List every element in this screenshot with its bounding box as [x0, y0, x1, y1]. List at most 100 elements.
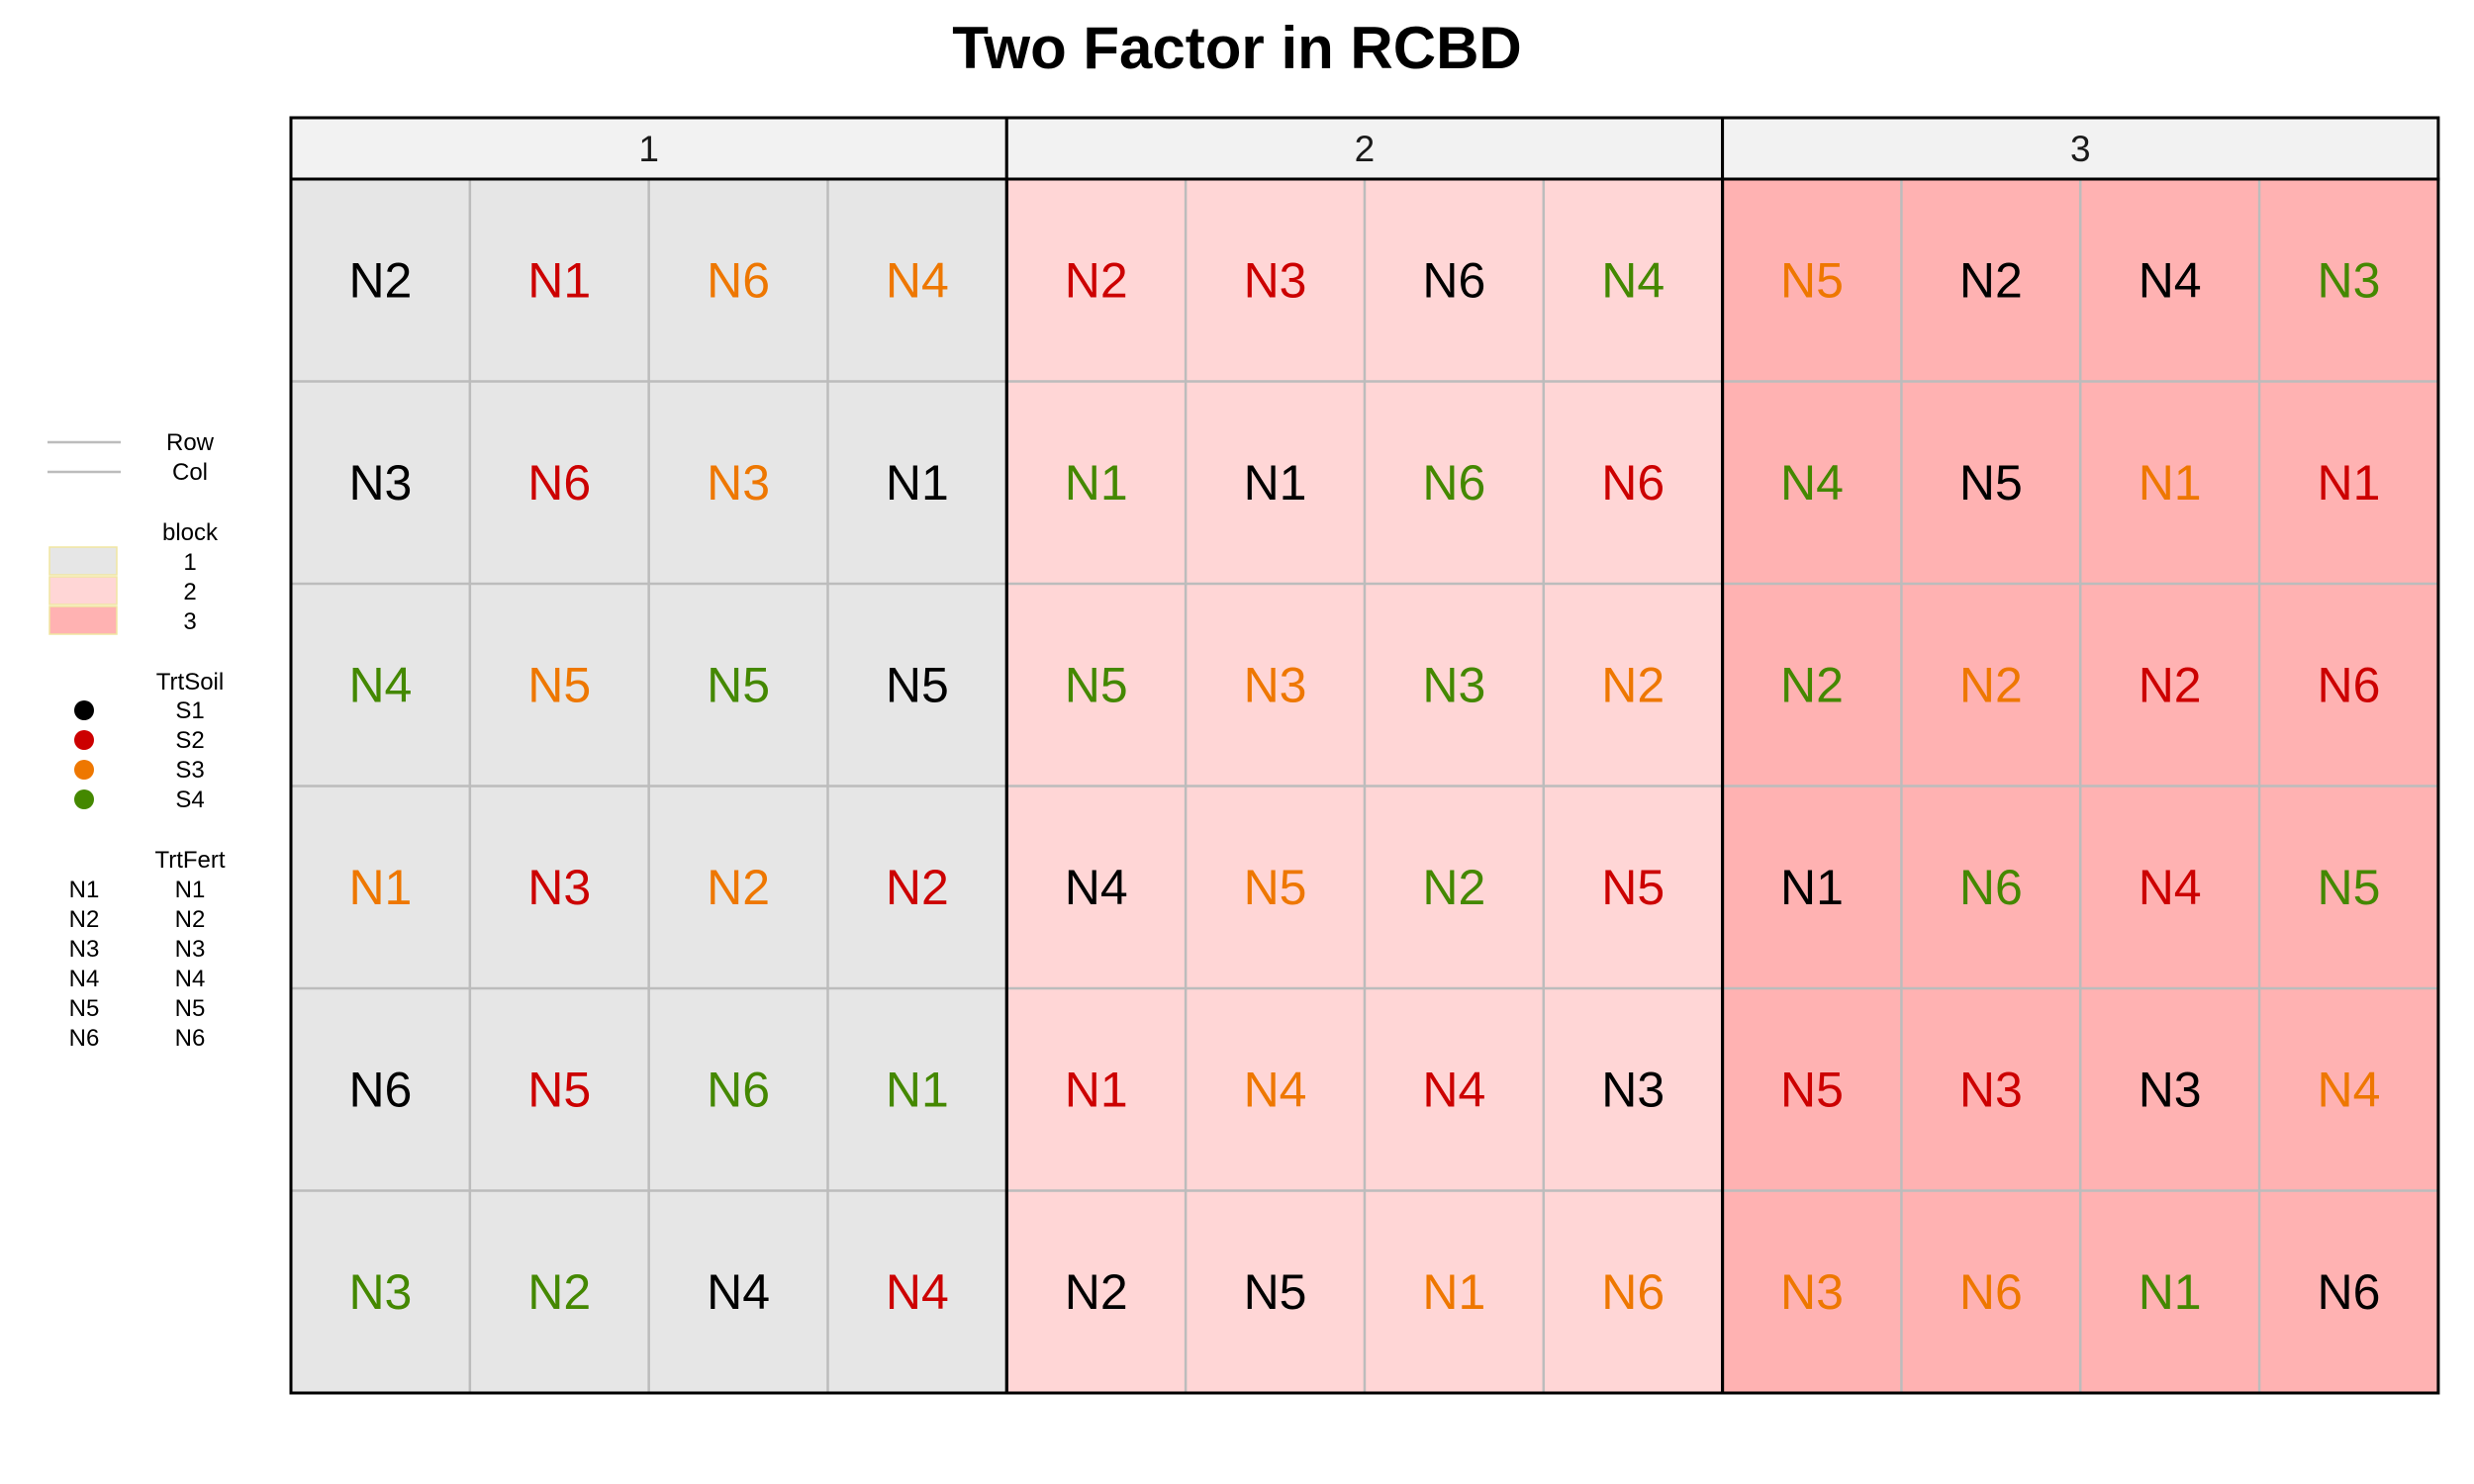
cell-label: N4 — [1601, 252, 1665, 308]
legend-soil-dot — [74, 730, 94, 750]
cell-label: N4 — [1065, 860, 1128, 915]
legend-soil-dot — [74, 760, 94, 780]
cell-label: N6 — [2318, 1264, 2381, 1320]
cell-label: N2 — [348, 252, 412, 308]
legend-soil-dot — [74, 700, 94, 720]
cell-label: N3 — [2139, 1062, 2202, 1117]
legend-line-label: Col — [172, 459, 208, 486]
cell-label: N3 — [2318, 252, 2381, 308]
legend-block-label: 1 — [183, 549, 196, 576]
cell-label: N4 — [886, 252, 949, 308]
cell-label: N1 — [2139, 455, 2202, 510]
facet-strip-label: 1 — [638, 129, 659, 169]
cell-label: N5 — [1780, 1062, 1844, 1117]
cell-label: N1 — [2139, 1264, 2202, 1320]
cell-label: N6 — [527, 455, 591, 510]
legend-soil-title: TrtSoil — [156, 669, 224, 696]
cell-label: N1 — [1065, 1062, 1128, 1117]
cell-label: N4 — [348, 657, 412, 712]
legend-block-swatch — [48, 576, 118, 605]
facet-strip-label: 2 — [1355, 129, 1376, 169]
cell-label: N5 — [1780, 252, 1844, 308]
cell-label: N6 — [1422, 455, 1485, 510]
cell-label: N1 — [886, 1062, 949, 1117]
cell-label: N2 — [1065, 1264, 1128, 1320]
cell-label: N3 — [1959, 1062, 2023, 1117]
cell-label: N1 — [1244, 455, 1307, 510]
legend-fert-key: N1 — [69, 877, 100, 903]
legend-block-swatch — [48, 605, 118, 635]
cell-label: N2 — [1065, 252, 1128, 308]
legend-soil-dot — [74, 789, 94, 809]
cell-label: N2 — [1422, 860, 1485, 915]
legend-block-label: 3 — [183, 608, 196, 635]
cell-label: N1 — [2318, 455, 2381, 510]
cell-label: N3 — [707, 455, 770, 510]
cell-label: N6 — [1422, 252, 1485, 308]
legend-block-swatch — [48, 546, 118, 576]
cell-label: N3 — [527, 860, 591, 915]
cell-label: N1 — [1065, 455, 1128, 510]
cell-label: N2 — [886, 860, 949, 915]
legend-fert-title: TrtFert — [154, 847, 225, 874]
cell-label: N6 — [1959, 1264, 2023, 1320]
cell-label: N5 — [1065, 657, 1128, 712]
cell-label: N6 — [707, 252, 770, 308]
cell-label: N3 — [348, 1264, 412, 1320]
legend-soil-label: S1 — [175, 697, 204, 724]
facet-strip-label: 3 — [2070, 129, 2091, 169]
legend-line-label: Row — [166, 429, 215, 456]
legend-block-title: block — [162, 519, 219, 546]
facet-strip-bg — [289, 116, 1008, 181]
cell-label: N2 — [1959, 657, 2023, 712]
cell-label: N3 — [1601, 1062, 1665, 1117]
cell-label: N2 — [707, 860, 770, 915]
cell-label: N4 — [1244, 1062, 1307, 1117]
legend-fert-label: N1 — [175, 877, 206, 903]
facet-strip-bg — [1721, 116, 2440, 181]
legend-fert-key: N6 — [69, 1025, 100, 1052]
cell-label: N5 — [886, 657, 949, 712]
cell-label: N3 — [1780, 1264, 1844, 1320]
cell-label: N1 — [527, 252, 591, 308]
cell-label: N5 — [707, 657, 770, 712]
legend-fert-label: N6 — [175, 1025, 206, 1052]
cell-label: N4 — [2139, 252, 2202, 308]
cell-label: N5 — [1244, 1264, 1307, 1320]
legend-soil-label: S4 — [175, 787, 204, 813]
legend-fert-label: N5 — [175, 995, 206, 1022]
cell-label: N6 — [1601, 455, 1665, 510]
legend-fert-label: N2 — [175, 906, 206, 933]
legend-soil-label: S2 — [175, 727, 204, 754]
cell-labels: N2 N1 N6 N4 N3 N6 N3 N1 N4 N5 N5 N5 N1 N3 N2 N2 N6 N5 N6 N1… — [348, 252, 2380, 1320]
cell-label: N5 — [1601, 860, 1665, 915]
cell-label: N5 — [1244, 860, 1307, 915]
cell-label: N1 — [886, 455, 949, 510]
cell-label: N5 — [1959, 455, 2023, 510]
cell-label: N3 — [1244, 657, 1307, 712]
cell-label: N2 — [1959, 252, 2023, 308]
cell-label: N1 — [1422, 1264, 1485, 1320]
cell-label: N4 — [2139, 860, 2202, 915]
cell-label: N6 — [707, 1062, 770, 1117]
cell-label: N4 — [2318, 1062, 2381, 1117]
cell-label: N2 — [1601, 657, 1665, 712]
cell-label: N1 — [1780, 860, 1844, 915]
cell-label: N4 — [886, 1264, 949, 1320]
cell-label: N6 — [348, 1062, 412, 1117]
cell-label: N3 — [1244, 252, 1307, 308]
cell-label: N3 — [1422, 657, 1485, 712]
cell-label: N5 — [527, 657, 591, 712]
legend-fert-key: N3 — [69, 936, 100, 963]
cell-label: N5 — [2318, 860, 2381, 915]
cell-label: N2 — [1780, 657, 1844, 712]
cell-label: N1 — [348, 860, 412, 915]
cell-label: N4 — [1422, 1062, 1485, 1117]
cell-label: N6 — [1959, 860, 2023, 915]
cell-label: N4 — [707, 1264, 770, 1320]
cell-label: N5 — [527, 1062, 591, 1117]
cell-label: N2 — [527, 1264, 591, 1320]
facet-strip-bg — [1004, 116, 1725, 181]
